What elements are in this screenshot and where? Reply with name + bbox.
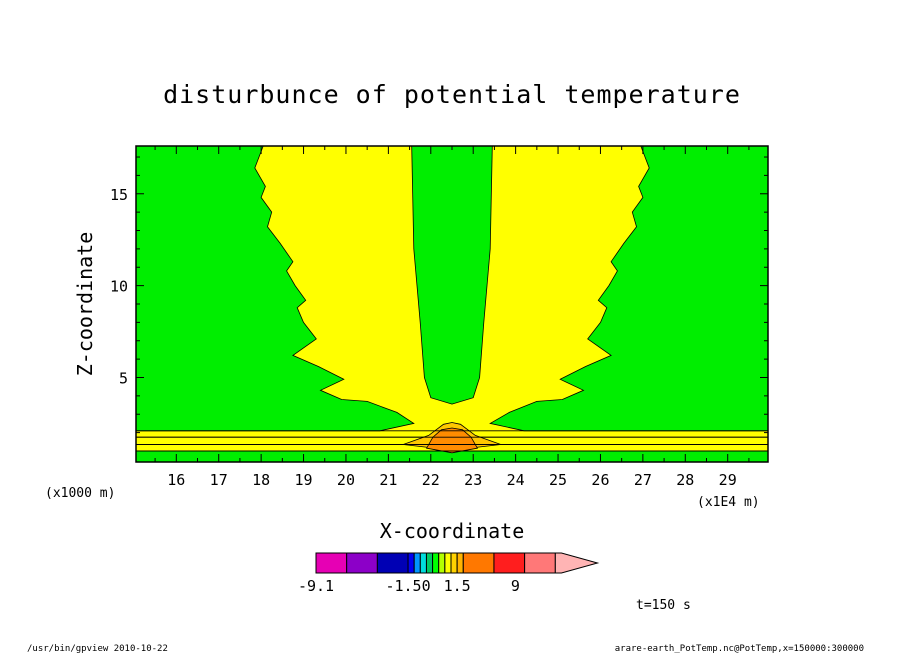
- colorbar-arrow: [554, 552, 600, 574]
- colorbar-label: 9: [511, 577, 520, 595]
- colorbar-label: -9.1: [298, 577, 334, 595]
- colorbar-swatch: [419, 552, 427, 574]
- contour-regions: [135, 145, 769, 454]
- x-tick-label: 21: [379, 471, 397, 489]
- colorbar-swatch: [315, 552, 348, 574]
- y-tick-label: 10: [110, 278, 128, 296]
- colorbar-swatch: [444, 552, 452, 574]
- x-tick-label: 22: [422, 471, 440, 489]
- x-axis-label: X-coordinate: [380, 519, 525, 543]
- colorbar-swatch: [438, 552, 446, 574]
- colorbar-swatch: [376, 552, 409, 574]
- x-tick-label: 24: [507, 471, 525, 489]
- x-tick-label: 19: [295, 471, 313, 489]
- colorbar-swatch: [493, 552, 526, 574]
- x-unit-label: (x1E4 m): [697, 495, 760, 510]
- x-tick-label: 23: [464, 471, 482, 489]
- colorbar: -9.1 -1.50 1.5 9: [298, 552, 600, 595]
- colorbar-swatch: [462, 552, 495, 574]
- footer-right: arare-earth_PotTemp.nc@PotTemp,x=150000:…: [615, 644, 864, 654]
- chart-title: disturbunce of potential temperature: [163, 80, 741, 109]
- y-unit-label: (x1000 m): [45, 486, 115, 501]
- plot-area: 16 17 18 19 20 21 22 23 24 25 26 27 28 29 5 10 15: [110, 145, 769, 489]
- axis-ticks: 16 17 18 19 20 21 22 23 24 25 26 27 28 29 5 10 15: [110, 146, 768, 489]
- colorbar-swatch: [413, 552, 421, 574]
- colorbar-label: 1.5: [444, 577, 471, 595]
- y-axis-label: Z-coordinate: [73, 232, 97, 377]
- x-tick-label: 20: [337, 471, 355, 489]
- colorbar-swatch: [524, 552, 556, 574]
- x-tick-label: 18: [252, 471, 270, 489]
- x-tick-label: 26: [591, 471, 609, 489]
- colorbar-swatch: [432, 552, 440, 574]
- colorbar-swatch: [407, 552, 415, 574]
- colorbar-label: -1.50: [385, 577, 430, 595]
- x-tick-label: 29: [719, 471, 737, 489]
- colorbar-swatch: [450, 552, 458, 574]
- y-tick-label: 15: [110, 186, 128, 204]
- y-tick-label: 5: [119, 369, 128, 387]
- colorbar-swatch: [425, 552, 434, 574]
- x-tick-label: 25: [549, 471, 567, 489]
- contour-region-1: [411, 145, 493, 405]
- x-tick-label: 17: [210, 471, 228, 489]
- footer-left: /usr/bin/gpview 2010-10-22: [27, 644, 168, 654]
- time-annotation: t=150 s: [636, 598, 691, 613]
- x-tick-label: 28: [676, 471, 694, 489]
- x-tick-label: 16: [167, 471, 185, 489]
- colorbar-swatch: [346, 552, 378, 574]
- x-tick-label: 27: [634, 471, 652, 489]
- contour-lines: [136, 430, 768, 452]
- colorbar-swatch: [456, 552, 464, 574]
